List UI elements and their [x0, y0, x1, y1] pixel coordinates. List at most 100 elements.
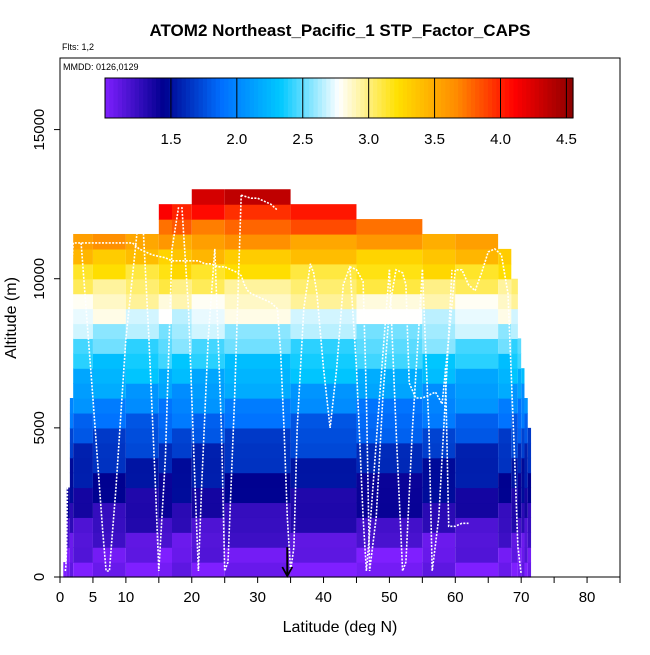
curtain-cell	[521, 547, 525, 563]
curtain-cell	[498, 263, 512, 280]
curtain-cell	[158, 233, 172, 250]
colorbar-segment	[317, 78, 323, 118]
curtain-cell	[517, 412, 522, 429]
curtain-cell	[455, 323, 499, 339]
curtain-cell	[158, 383, 172, 399]
colorbar-segment	[215, 78, 221, 118]
x-tick-label: 50	[381, 589, 398, 606]
curtain-cell	[172, 412, 192, 429]
curtain-cell	[69, 398, 74, 414]
curtain-cell	[125, 248, 159, 265]
curtain-cell	[455, 427, 499, 444]
curtain-cell	[498, 412, 512, 429]
curtain-cell	[73, 457, 93, 474]
curtain-cell	[290, 204, 357, 220]
curtain-cell	[191, 368, 225, 384]
colorbar-segment	[122, 78, 127, 118]
curtain-cell	[66, 487, 70, 504]
curtain-cell	[511, 562, 518, 578]
colorbar-segment	[334, 78, 340, 118]
curtain-cell	[422, 233, 456, 250]
curtain-cell	[224, 204, 291, 220]
colorbar-segment	[373, 78, 378, 118]
curtain-cell	[158, 278, 172, 295]
curtain-cell	[125, 398, 159, 414]
curtain-cell	[224, 323, 291, 339]
colorbar-segment	[134, 78, 140, 118]
colorbar-segment	[526, 78, 532, 118]
curtain-cell	[172, 547, 192, 563]
curtain-cell	[521, 383, 525, 399]
curtain-cell	[92, 472, 126, 489]
curtain-cell	[191, 427, 225, 444]
curtain-cell	[521, 562, 525, 578]
curtain-cell	[172, 562, 192, 578]
curtain-cell	[422, 323, 456, 339]
curtain-cell	[125, 442, 159, 459]
curtain-cell	[125, 383, 159, 399]
curtain-cell	[92, 368, 126, 384]
curtain-cell	[498, 532, 512, 548]
curtain-cell	[224, 278, 291, 295]
curtain-cell	[191, 547, 225, 563]
colorbar-segment	[356, 78, 361, 118]
colorbar-segment	[151, 78, 157, 118]
colorbar-segment	[224, 78, 229, 118]
curtain-cell	[524, 547, 528, 563]
curtain-cell	[73, 412, 93, 429]
curtain-cell	[290, 517, 357, 533]
colorbar-segment	[564, 78, 570, 118]
curtain-cell	[290, 293, 357, 310]
curtain-cell	[69, 457, 74, 474]
curtain-cell	[527, 442, 532, 459]
colorbar-segment	[479, 78, 485, 118]
curtain-cell	[511, 398, 518, 414]
curtain-cell	[455, 457, 499, 474]
curtain-cell	[527, 547, 532, 563]
curtain-cell	[92, 487, 126, 504]
curtain-cell	[172, 472, 192, 489]
colorbar-segment	[551, 78, 557, 118]
curtain-cell	[125, 457, 159, 474]
curtain-cell	[498, 398, 512, 414]
curtain-cell	[422, 442, 456, 459]
curtain-cell	[422, 487, 456, 504]
curtain-cell	[125, 338, 159, 354]
colorbar-segment	[347, 78, 353, 118]
curtain-cell	[511, 532, 518, 548]
colorbar-segment	[538, 78, 544, 118]
curtain-cell	[455, 383, 499, 399]
colorbar-segment	[190, 78, 195, 118]
colorbar-segment	[415, 78, 421, 118]
curtain-cell	[224, 502, 291, 518]
curtain-cell	[455, 442, 499, 459]
colorbar-segment	[275, 78, 281, 118]
colorbar-segment	[219, 78, 225, 118]
colorbar-tick-label: 2.5	[292, 131, 313, 148]
curtain-cell	[92, 427, 126, 444]
curtain-cell	[191, 293, 225, 310]
curtain-cell	[158, 487, 172, 504]
curtain-cell	[290, 532, 357, 548]
curtain-cell	[191, 502, 225, 518]
curtain-cell	[172, 442, 192, 459]
colorbar-segment	[470, 78, 476, 118]
flight-track-segment	[141, 206, 180, 572]
curtain-cell	[498, 248, 512, 265]
colorbar-segment	[326, 78, 332, 118]
curtain-cell	[92, 248, 126, 265]
curtain-cell	[92, 547, 126, 563]
curtain-cell	[498, 427, 512, 444]
colorbar-segment	[143, 78, 149, 118]
curtain-cell	[422, 502, 456, 518]
curtain-cell	[125, 427, 159, 444]
colorbar-segment	[283, 78, 289, 118]
curtain-cell	[498, 442, 512, 459]
curtain-cell	[73, 398, 93, 414]
colorbar-segment	[390, 78, 395, 118]
x-tick-label: 20	[183, 589, 200, 606]
flight-track-line	[64, 242, 522, 575]
colorbar-segment	[173, 78, 178, 118]
colorbar-segment	[466, 78, 472, 118]
colorbar-segment	[543, 78, 549, 118]
